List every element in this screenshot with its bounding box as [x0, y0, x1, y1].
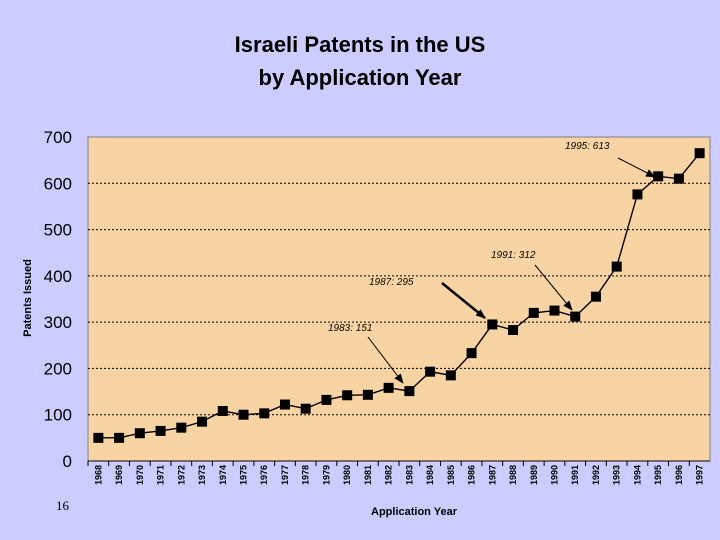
- y-tick-label-400: 400: [44, 267, 72, 286]
- data-point-1984: [425, 366, 436, 377]
- data-point-1995: [653, 171, 664, 182]
- plot-area: [87, 136, 711, 462]
- x-tick-label-1994: 1994: [632, 465, 642, 485]
- data-point-1989: [528, 307, 539, 318]
- y-tick-label-500: 500: [44, 221, 72, 240]
- data-point-1971: [155, 425, 166, 436]
- slide-number: 16: [56, 498, 69, 513]
- x-tick-label-1973: 1973: [197, 465, 207, 485]
- data-point-1974: [217, 406, 228, 417]
- annotation-arrow-1991: [534, 264, 573, 311]
- x-tick-label-1983: 1983: [404, 465, 414, 485]
- x-tick-label-1987: 1987: [487, 465, 497, 485]
- x-tick-label-1989: 1989: [529, 465, 539, 485]
- x-tick-label-1996: 1996: [674, 465, 684, 485]
- data-point-1976: [259, 408, 270, 419]
- x-tick-label-1980: 1980: [342, 465, 352, 485]
- data-point-1993: [611, 261, 622, 272]
- data-point-1968: [93, 432, 104, 443]
- data-point-1975: [238, 409, 249, 420]
- annotation-label-1991: 1991: 312: [491, 250, 536, 261]
- x-tick-label-1974: 1974: [218, 465, 228, 485]
- annotation-label-1983: 1983: 151: [328, 323, 373, 334]
- x-tick-label-1975: 1975: [239, 465, 249, 485]
- x-axis-title: Application Year: [371, 506, 458, 518]
- y-tick-label-600: 600: [44, 174, 72, 193]
- data-point-1996: [673, 173, 684, 184]
- x-tick-label-1991: 1991: [570, 465, 580, 485]
- x-tick-label-1981: 1981: [363, 465, 373, 485]
- data-point-1977: [279, 399, 290, 410]
- data-point-1969: [114, 432, 125, 443]
- data-point-1972: [176, 422, 187, 433]
- x-tick-label-1988: 1988: [508, 465, 518, 485]
- data-point-1979: [321, 394, 332, 405]
- y-tick-label-700: 700: [44, 128, 72, 147]
- x-tick-label-1979: 1979: [321, 465, 331, 485]
- chart-title-line-1: Israeli Patents in the US: [234, 32, 486, 57]
- annotation-arrow-1983: [367, 336, 404, 384]
- data-point-1978: [300, 403, 311, 414]
- y-tick-label-100: 100: [44, 406, 72, 425]
- x-tick-label-1972: 1972: [176, 465, 186, 485]
- annotation-arrow-1995: [617, 157, 656, 178]
- chart-title-line-2: by Application Year: [258, 65, 462, 90]
- data-point-1988: [508, 325, 519, 336]
- x-tick-label-1993: 1993: [612, 465, 622, 485]
- x-tick-label-1986: 1986: [467, 465, 477, 485]
- y-tick-label-0: 0: [63, 452, 72, 471]
- data-point-1980: [342, 390, 353, 401]
- x-tick-label-1997: 1997: [695, 465, 705, 485]
- x-tick-label-1982: 1982: [384, 465, 394, 485]
- chart-title: Israeli Patents in the US by Application…: [0, 28, 720, 94]
- data-point-1987: [487, 319, 498, 330]
- data-point-1973: [197, 416, 208, 427]
- y-axis-title: Patents Issued: [22, 259, 34, 337]
- x-tick-label-1985: 1985: [446, 465, 456, 485]
- x-tick-label-1971: 1971: [156, 465, 166, 485]
- x-tick-label-1995: 1995: [653, 465, 663, 485]
- x-tick-label-1984: 1984: [425, 465, 435, 485]
- annotation-arrow-1987: [441, 282, 486, 319]
- data-point-1982: [383, 382, 394, 393]
- annotation-label-1987: 1987: 295: [369, 277, 414, 288]
- data-point-1994: [632, 189, 643, 200]
- x-tick-label-1992: 1992: [591, 465, 601, 485]
- x-tick-label-1976: 1976: [259, 465, 269, 485]
- data-point-1997: [694, 148, 705, 159]
- x-tick-label-1968: 1968: [93, 465, 103, 485]
- data-point-1986: [466, 348, 477, 359]
- data-point-1981: [362, 389, 373, 400]
- x-tick-label-1990: 1990: [550, 465, 560, 485]
- data-point-1970: [134, 428, 145, 439]
- data-point-1992: [590, 291, 601, 302]
- y-tick-label-300: 300: [44, 313, 72, 332]
- data-point-1985: [445, 370, 456, 381]
- data-point-1990: [549, 305, 560, 316]
- annotation-label-1995: 1995: 613: [565, 141, 610, 152]
- x-tick-label-1969: 1969: [114, 465, 124, 485]
- x-tick-label-1977: 1977: [280, 465, 290, 485]
- x-tick-label-1970: 1970: [135, 465, 145, 485]
- data-point-1983: [404, 386, 415, 397]
- y-tick-label-200: 200: [44, 359, 72, 378]
- data-point-1991: [570, 311, 581, 322]
- x-tick-label-1978: 1978: [301, 465, 311, 485]
